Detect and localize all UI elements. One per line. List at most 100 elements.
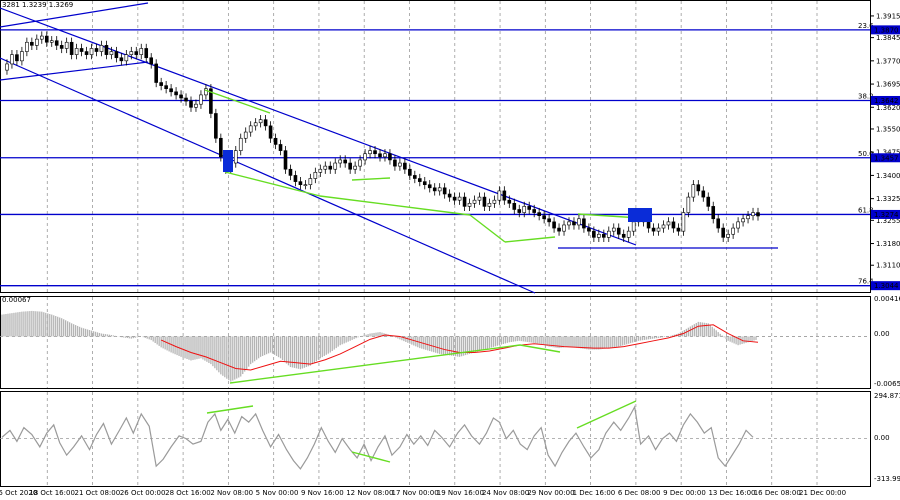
candle-body xyxy=(467,202,472,207)
candle-body xyxy=(572,221,576,226)
candle-body xyxy=(69,41,74,55)
divergence-line-5 xyxy=(469,214,506,243)
time-axis-label: 6 Dec 08:00 xyxy=(618,489,661,497)
price-tick-label: 1.3620 xyxy=(876,104,900,112)
candle-body xyxy=(477,196,482,201)
box-marker-2 xyxy=(628,208,652,222)
price-tick-label: 1.3770 xyxy=(876,57,900,65)
ohlc-header: 3281 1.3239 1.3269 xyxy=(2,1,73,9)
candle-body xyxy=(676,227,681,232)
candle-body xyxy=(328,165,333,170)
candle-body xyxy=(417,178,422,182)
candle-body xyxy=(567,221,571,226)
time-axis-label: 21 Dec 00:00 xyxy=(799,489,846,497)
candle-body xyxy=(104,45,109,55)
candle-body xyxy=(681,212,686,232)
macd-divergence-line-2 xyxy=(519,344,561,353)
candle-body xyxy=(393,159,397,167)
fibonacci-levels: 23.61.3870 38.21.3642 50.01.3457 61.81.3274… xyxy=(0,22,900,291)
candle-body xyxy=(512,202,517,210)
candle-body xyxy=(537,212,541,216)
candle-body xyxy=(35,38,39,46)
macd-panel-frame xyxy=(0,296,871,389)
candle-body xyxy=(343,159,347,164)
candle-body xyxy=(403,162,407,170)
time-axis-label: 17 Nov 00:00 xyxy=(392,489,439,497)
candle-body xyxy=(99,45,104,52)
candle-body xyxy=(174,91,178,96)
macd-title: 0.00067 xyxy=(2,296,31,304)
cci-grid xyxy=(0,392,870,486)
time-axis-label: 28 Oct 16:00 xyxy=(165,489,211,497)
candle-body xyxy=(258,119,263,124)
candle-body xyxy=(74,48,79,55)
main-price-panel: 1.3915 1.3845 1.3770 1.3695 1.3620 1.3550 1.34… xyxy=(0,0,900,294)
cci-divergence-line-2 xyxy=(351,451,391,463)
candle-body xyxy=(562,224,566,232)
cci-tick-top: 294.8715 xyxy=(874,392,900,400)
price-tick-label: 1.3550 xyxy=(876,125,900,133)
fib-price-tag-text: 1.3457 xyxy=(874,154,899,162)
cci-divergence-line-1 xyxy=(206,405,254,414)
macd-divergence-line-1 xyxy=(229,344,521,384)
candle-body xyxy=(30,41,34,46)
candle-body xyxy=(522,206,527,213)
candle-body xyxy=(532,209,536,213)
candle-body xyxy=(79,48,84,52)
candle-body xyxy=(726,233,730,238)
channel-upper-line xyxy=(0,61,149,81)
candle-body xyxy=(318,168,323,173)
price-axis: 1.3915 1.3845 1.3770 1.3695 1.3620 1.3550 1.34… xyxy=(870,12,900,270)
fib-price-tag xyxy=(871,95,900,105)
candle-body xyxy=(268,125,273,139)
candle-body xyxy=(631,221,636,232)
cci-panel: 294.8715 0.00 -313.998 xyxy=(0,391,900,487)
candle-body xyxy=(616,227,621,235)
candle-body xyxy=(746,215,750,220)
candle-body xyxy=(651,227,656,232)
macd-histogram xyxy=(1,310,757,382)
candle-body xyxy=(89,48,94,55)
candle-body xyxy=(701,190,706,198)
candle-body xyxy=(413,175,417,179)
candle-body xyxy=(303,184,308,187)
candle-body xyxy=(706,196,711,207)
fib-level-label: 76.4 xyxy=(858,278,874,286)
candle-body xyxy=(606,230,611,238)
candle-body xyxy=(582,218,586,229)
price-tick-label: 1.3325 xyxy=(876,195,900,203)
fib-level-label: 23.6 xyxy=(858,22,874,30)
candle-body xyxy=(194,103,198,108)
price-tick-label: 1.3845 xyxy=(876,34,900,42)
box-marker-1 xyxy=(223,150,233,172)
candle-body xyxy=(363,153,367,161)
price-tick-label: 1.3915 xyxy=(876,12,900,20)
candle-body xyxy=(482,196,487,207)
candle-body xyxy=(442,187,447,195)
candle-body xyxy=(527,206,532,210)
candle-body xyxy=(313,172,318,179)
candle-body xyxy=(94,48,99,52)
candle-body xyxy=(741,218,745,223)
candle-body xyxy=(577,218,581,226)
time-axis-label: 9 Nov 16:00 xyxy=(301,489,344,497)
candle-body xyxy=(44,35,49,43)
price-tick-label: 1.3475 xyxy=(876,149,900,157)
candle-body xyxy=(39,35,44,40)
candle-body xyxy=(671,221,676,229)
fib-price-tag xyxy=(871,209,900,219)
time-axis-label: 16 Dec 08:00 xyxy=(754,489,801,497)
candle-body xyxy=(502,190,507,201)
candle-body xyxy=(646,221,651,229)
candle-body xyxy=(333,162,338,170)
candle-body xyxy=(124,54,129,62)
candle-body xyxy=(119,57,124,62)
price-tick-label: 1.3180 xyxy=(876,240,900,248)
candle-body xyxy=(169,88,173,93)
candle-body xyxy=(253,122,258,127)
candle-body xyxy=(179,94,183,99)
candle-body xyxy=(621,233,626,238)
fib-price-tag xyxy=(871,153,900,163)
candle-body xyxy=(751,212,755,216)
